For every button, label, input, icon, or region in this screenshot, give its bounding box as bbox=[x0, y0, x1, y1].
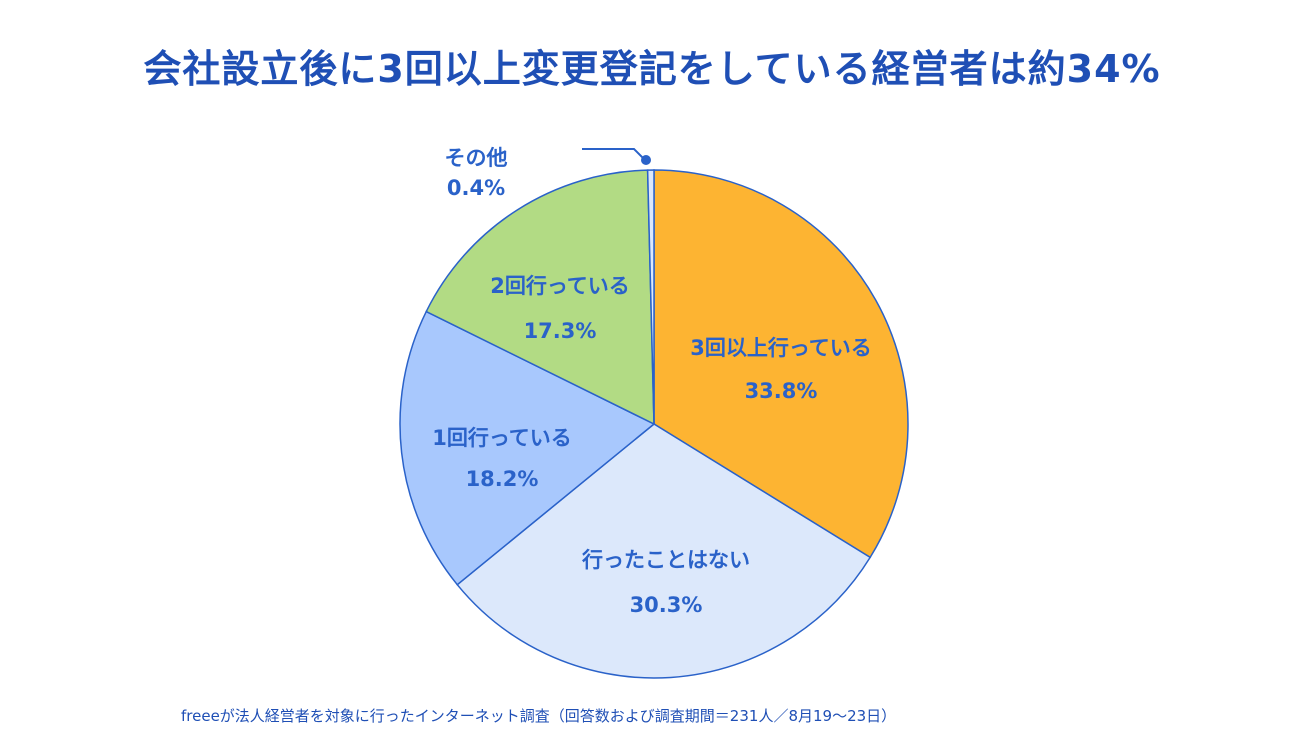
slice-value-label: 0.4% bbox=[447, 176, 505, 200]
slice-value-label: 30.3% bbox=[630, 593, 703, 617]
pie-slice bbox=[646, 169, 655, 425]
pie-slices bbox=[399, 169, 909, 679]
pie-slice bbox=[425, 169, 655, 426]
pie-slice bbox=[653, 169, 909, 559]
leader-line bbox=[582, 148, 651, 165]
footnote: freeeが法人経営者を対象に行ったインターネット調査（回答数および調査期間＝2… bbox=[181, 707, 897, 725]
slice-value-label: 18.2% bbox=[466, 467, 539, 491]
slice-category-label: 3回以上行っている bbox=[690, 336, 872, 360]
leader-line-path bbox=[582, 148, 646, 161]
pie-slice bbox=[399, 310, 656, 586]
slice-category-label: その他 bbox=[445, 146, 508, 170]
slice-category-label: 行ったことはない bbox=[581, 548, 750, 572]
leader-dot bbox=[641, 155, 651, 165]
pie-labels: 3回以上行っている 33.8% 行ったことはない 30.3% 1回行っている 18.2% 2… bbox=[432, 146, 872, 617]
slice-category-label: 1回行っている bbox=[432, 426, 572, 450]
slice-category-label: 2回行っている bbox=[490, 274, 630, 298]
slice-value-label: 17.3% bbox=[524, 319, 597, 343]
chart-title: 会社設立後に3回以上変更登記をしている経営者は約34% bbox=[143, 47, 1161, 91]
pie-slice bbox=[456, 423, 872, 679]
slice-value-label: 33.8% bbox=[745, 379, 818, 403]
